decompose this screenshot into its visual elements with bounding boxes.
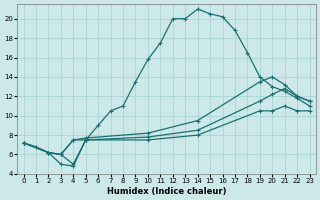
X-axis label: Humidex (Indice chaleur): Humidex (Indice chaleur) bbox=[107, 187, 226, 196]
